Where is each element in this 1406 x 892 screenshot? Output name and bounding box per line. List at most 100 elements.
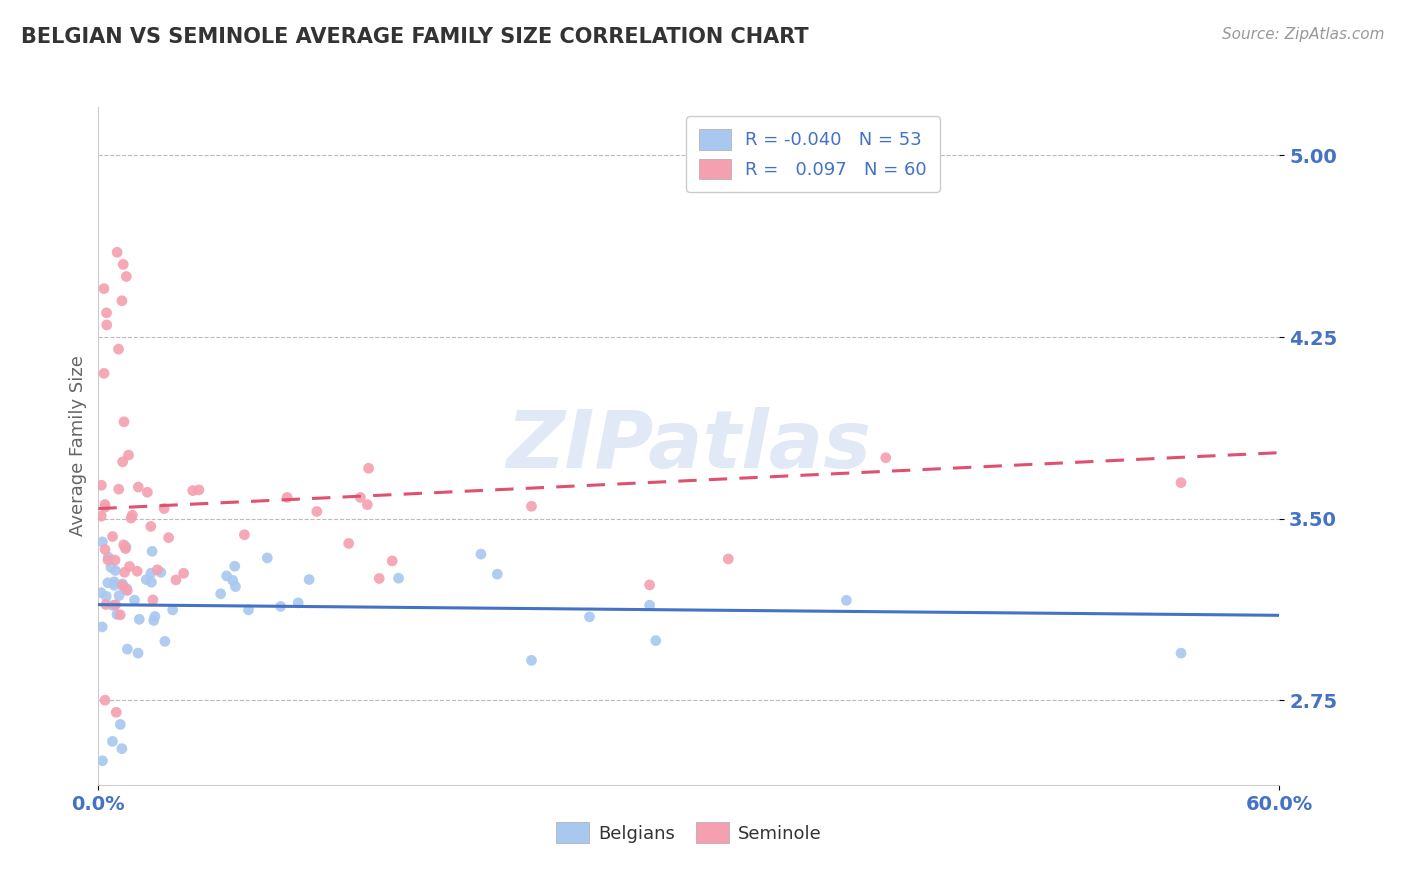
Point [368, 571, 391, 585]
Point [111, 455, 134, 469]
Point [118, 559, 141, 574]
Point [100, 560, 122, 574]
Point [238, 603, 260, 617]
Point [127, 646, 149, 660]
Point [110, 717, 132, 731]
Point [638, 578, 661, 592]
Point [91, 754, 114, 768]
Text: Source: ZipAtlas.com: Source: ZipAtlas.com [1222, 27, 1385, 42]
Point [111, 577, 134, 591]
Point [94, 542, 117, 557]
Point [96, 590, 118, 604]
Point [93, 282, 115, 296]
Point [136, 485, 159, 500]
Point [578, 610, 600, 624]
Point [90, 585, 112, 599]
Point [157, 531, 180, 545]
Point [142, 593, 165, 607]
Point [1170, 646, 1192, 660]
Point [153, 501, 176, 516]
Point [117, 448, 139, 462]
Point [91, 534, 114, 549]
Point [270, 599, 292, 614]
Point [875, 450, 897, 465]
Point [108, 589, 131, 603]
Point [97, 550, 120, 565]
Point [146, 563, 169, 577]
Point [162, 603, 184, 617]
Point [337, 536, 360, 550]
Point [115, 269, 138, 284]
Point [128, 612, 150, 626]
Point [349, 491, 371, 505]
Point [117, 583, 139, 598]
Point [90, 478, 112, 492]
Point [105, 607, 128, 622]
Point [96, 306, 118, 320]
Point [101, 734, 124, 748]
Point [107, 482, 129, 496]
Legend: Belgians, Seminole: Belgians, Seminole [550, 815, 828, 850]
Point [120, 511, 142, 525]
Point [103, 578, 125, 592]
Point [139, 566, 162, 581]
Point [97, 553, 120, 567]
Point [141, 575, 163, 590]
Point [112, 538, 135, 552]
Point [112, 415, 135, 429]
Point [105, 245, 128, 260]
Point [276, 491, 298, 505]
Point [114, 541, 136, 556]
Point [93, 367, 115, 381]
Point [107, 342, 129, 356]
Point [101, 529, 124, 543]
Point [1170, 475, 1192, 490]
Point [96, 318, 118, 332]
Point [111, 578, 134, 592]
Point [90, 509, 112, 524]
Point [105, 706, 128, 720]
Point [233, 527, 256, 541]
Point [209, 587, 232, 601]
Point [387, 571, 409, 585]
Point [215, 569, 238, 583]
Point [94, 500, 117, 515]
Point [224, 559, 246, 574]
Point [222, 574, 245, 588]
Point [486, 567, 509, 582]
Point [256, 550, 278, 565]
Point [224, 580, 246, 594]
Point [305, 504, 328, 518]
Point [114, 566, 136, 580]
Point [114, 582, 136, 597]
Point [638, 599, 661, 613]
Point [142, 614, 165, 628]
Point [835, 593, 858, 607]
Point [94, 498, 117, 512]
Point [287, 596, 309, 610]
Point [356, 498, 378, 512]
Point [149, 566, 172, 580]
Point [97, 575, 120, 590]
Point [644, 633, 666, 648]
Point [112, 257, 135, 271]
Point [520, 500, 543, 514]
Point [165, 573, 187, 587]
Point [108, 607, 131, 622]
Point [115, 582, 138, 596]
Point [91, 620, 114, 634]
Point [381, 554, 404, 568]
Text: BELGIAN VS SEMINOLE AVERAGE FAMILY SIZE CORRELATION CHART: BELGIAN VS SEMINOLE AVERAGE FAMILY SIZE … [21, 27, 808, 46]
Point [141, 544, 163, 558]
Point [121, 508, 143, 523]
Point [104, 553, 127, 567]
Point [357, 461, 380, 475]
Point [717, 552, 740, 566]
Point [139, 519, 162, 533]
Point [104, 564, 127, 578]
Point [520, 653, 543, 667]
Point [101, 599, 124, 613]
Point [181, 483, 204, 498]
Point [115, 540, 138, 554]
Text: ZIPatlas: ZIPatlas [506, 407, 872, 485]
